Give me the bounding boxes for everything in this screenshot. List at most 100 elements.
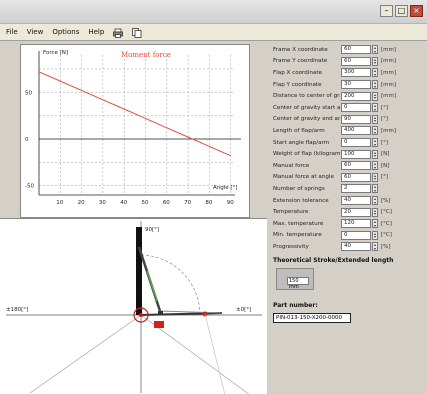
param-label: Frame Y coordinate bbox=[273, 58, 328, 65]
part-number-title: Part number: bbox=[273, 301, 318, 309]
param-label: Center of gravity start angle bbox=[273, 104, 340, 111]
param-value-input[interactable]: 60 bbox=[341, 56, 371, 66]
spin-button[interactable]: ▴ ▾ bbox=[372, 126, 378, 136]
spin-button[interactable]: ▴ ▾ bbox=[372, 196, 378, 206]
spring-mount bbox=[158, 311, 163, 315]
param-value-input[interactable]: 300 bbox=[341, 68, 371, 78]
param-row: Center of gravity start angle0▴▾[°] bbox=[270, 102, 427, 114]
print-icon[interactable] bbox=[113, 28, 124, 38]
force-line-left bbox=[29, 314, 142, 394]
param-row: Extension tolerance 40 ▴ ▾ [%] bbox=[270, 195, 427, 207]
spin-button[interactable]: ▴ ▾ bbox=[372, 68, 378, 78]
spin-button[interactable]: ▴ ▾ bbox=[372, 242, 378, 252]
param-value-input[interactable]: 0 bbox=[341, 103, 371, 113]
chart-title: Moment force bbox=[121, 51, 171, 59]
param-row: Frame X coordinate 60 ▴ ▾ [mm] bbox=[270, 44, 427, 56]
spin-button[interactable]: ▴ ▾ bbox=[372, 207, 378, 217]
param-value-input[interactable]: 30 bbox=[341, 80, 371, 90]
x-tick-label: 60 bbox=[163, 200, 170, 206]
copy-icon[interactable] bbox=[132, 28, 142, 38]
label-0deg: ±0[°] bbox=[236, 307, 251, 313]
x-tick-label: 80 bbox=[205, 200, 212, 206]
param-row: Start angle flap/arm 0 ▴ ▾ [°] bbox=[270, 137, 427, 149]
param-label: Flap X coordinate bbox=[273, 69, 322, 76]
minimize-button[interactable]: – bbox=[380, 5, 393, 17]
param-row: Progressivity 40 ▴ ▾ [%] bbox=[270, 241, 427, 253]
param-unit: [°C] bbox=[381, 220, 392, 227]
param-value-input[interactable]: 0 bbox=[341, 230, 371, 240]
param-label: Number of springs bbox=[273, 185, 325, 192]
mechanism-diagram: 90[°] ±180[°] ±0[°] bbox=[0, 218, 267, 394]
y-tick-label: 0 bbox=[25, 137, 29, 143]
spin-button[interactable]: ▴ ▾ bbox=[372, 114, 378, 124]
flap-bracket bbox=[154, 321, 164, 328]
param-value-input[interactable]: 60 bbox=[341, 172, 371, 182]
param-unit: [°] bbox=[381, 139, 389, 146]
x-tick-label: 20 bbox=[78, 200, 85, 206]
param-row: Max. temperature 120 ▴ ▾ [°C] bbox=[270, 218, 427, 230]
menu-file[interactable]: File bbox=[6, 28, 18, 36]
param-label: Weight of flap (kilogram/s) bbox=[273, 151, 340, 158]
pivot-ring bbox=[133, 307, 149, 323]
label-90deg: 90[°] bbox=[145, 227, 159, 233]
param-value-input[interactable]: 20 bbox=[341, 207, 371, 217]
param-unit: [mm] bbox=[381, 81, 397, 88]
parameter-panel: Frame X coordinate 60 ▴ ▾ [mm] Frame Y coordi… bbox=[270, 41, 427, 394]
x-tick-label: 30 bbox=[99, 200, 106, 206]
param-value-input[interactable]: 60 bbox=[341, 161, 371, 171]
close-button[interactable]: × bbox=[410, 5, 423, 17]
param-label: Center of gravity end angle bbox=[273, 116, 340, 123]
param-value-input[interactable]: 120 bbox=[341, 219, 371, 229]
spin-button[interactable]: ▴ ▾ bbox=[372, 219, 378, 229]
spin-button[interactable]: ▴ ▾ bbox=[372, 184, 378, 194]
param-row: Distance to center of gravity200▴▾[mm] bbox=[270, 90, 427, 102]
param-value-input[interactable]: 90 bbox=[341, 114, 371, 124]
param-row: Min. temperature 0 ▴ ▾ [°C] bbox=[270, 230, 427, 242]
spin-button[interactable]: ▴ ▾ bbox=[372, 91, 378, 101]
menu-options[interactable]: Options bbox=[52, 28, 80, 36]
param-row: Manual force at angle 60 ▴ ▾ [°] bbox=[270, 172, 427, 184]
param-value-input[interactable]: 400 bbox=[341, 126, 371, 136]
param-label: Flap Y coordinate bbox=[273, 81, 322, 88]
param-value-input[interactable]: 2 bbox=[341, 184, 371, 194]
param-unit: [mm] bbox=[381, 46, 397, 53]
stroke-box: 150 mm bbox=[276, 267, 314, 290]
param-unit: [N] bbox=[381, 162, 390, 169]
param-label: Length of flap/arm bbox=[273, 127, 325, 134]
frame-bar bbox=[136, 227, 142, 315]
label-180deg: ±180[°] bbox=[6, 307, 28, 313]
param-label: Distance to center of gravity bbox=[273, 93, 340, 100]
x-tick-label: 40 bbox=[120, 200, 127, 206]
param-unit: [mm] bbox=[381, 58, 397, 65]
param-unit: [N] bbox=[381, 151, 390, 158]
menu-help[interactable]: Help bbox=[88, 28, 105, 36]
y-axis-label: Force [N] bbox=[43, 50, 68, 56]
param-value-input[interactable]: 40 bbox=[341, 196, 371, 206]
spin-button[interactable]: ▴ ▾ bbox=[372, 230, 378, 240]
spin-button[interactable]: ▴ ▾ bbox=[372, 138, 378, 148]
param-value-input[interactable]: 40 bbox=[341, 242, 371, 252]
menu-view[interactable]: View bbox=[26, 28, 44, 36]
title-bar: – □ × bbox=[0, 0, 427, 24]
param-value-input[interactable]: 100 bbox=[341, 149, 371, 159]
param-row: Flap X coordinate 300 ▴ ▾ [mm] bbox=[270, 67, 427, 79]
spin-button[interactable]: ▴ ▾ bbox=[372, 80, 378, 90]
flap-link bbox=[159, 310, 223, 314]
spin-button[interactable]: ▴ ▾ bbox=[372, 172, 378, 182]
spin-button[interactable]: ▴ ▾ bbox=[372, 45, 378, 55]
spin-button[interactable]: ▴ ▾ bbox=[372, 103, 378, 113]
spin-button[interactable]: ▴ ▾ bbox=[372, 56, 378, 66]
param-value-input[interactable]: 0 bbox=[341, 138, 371, 148]
param-unit: [°] bbox=[381, 174, 389, 181]
param-value-input[interactable]: 200 bbox=[341, 91, 371, 101]
stroke-section-title: Theoretical Stroke/Extended length bbox=[273, 256, 394, 264]
param-unit: [°] bbox=[381, 104, 389, 111]
spin-button[interactable]: ▴ ▾ bbox=[372, 161, 378, 171]
param-row: Weight of flap (kilogram/s) 100 ▴ ▾ [N] bbox=[270, 148, 427, 160]
maximize-button[interactable]: □ bbox=[395, 5, 408, 17]
part-number-field[interactable]: PIN-013-150-X200-0000 bbox=[273, 312, 351, 323]
param-label: Manual force at angle bbox=[273, 174, 334, 181]
force-chart: 50 0 -50 10 20 30 40 50 60 70 80 90 Moment force Forc… bbox=[20, 44, 250, 218]
spin-button[interactable]: ▴ ▾ bbox=[372, 149, 378, 159]
param-value-input[interactable]: 60 bbox=[341, 45, 371, 55]
